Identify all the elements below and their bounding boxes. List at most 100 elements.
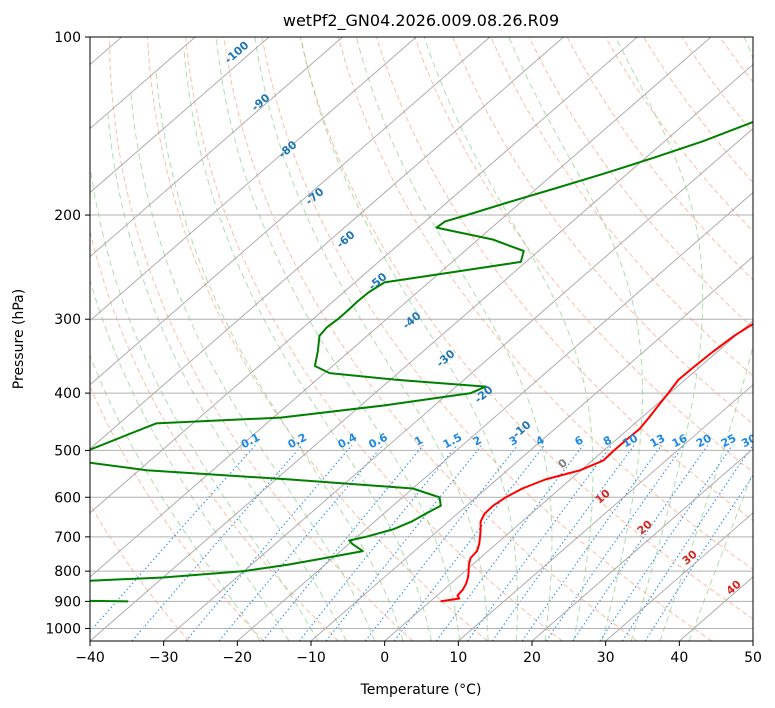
dry-adiabat: [528, 37, 753, 329]
mixing-ratio-label: 0.1: [239, 431, 262, 452]
x-tick-label: 0: [380, 650, 389, 666]
moist-adiabat: [130, 94, 376, 641]
dry-adiabat: [452, 37, 753, 425]
moist-adiabat: [355, 37, 553, 641]
chart-title: wetPf2_GN04.2026.009.08.26.R09: [283, 11, 559, 31]
dry-adiabat: [566, 37, 753, 281]
dry-adiabat: [299, 37, 753, 620]
mixing-ratio-line: [599, 444, 733, 641]
x-tick-label: 10: [449, 650, 467, 666]
y-tick-label: 900: [54, 594, 81, 610]
mixing-ratio-line: [644, 474, 753, 641]
x-tick-label: −30: [149, 650, 179, 666]
y-tick-label: 600: [54, 490, 81, 506]
isotherm-label: 0: [556, 456, 571, 471]
x-tick-label: −10: [296, 650, 326, 666]
moist-adiabat: [90, 161, 319, 641]
mixing-ratio-line: [325, 444, 483, 641]
mixing-ratio-label: 2: [471, 433, 484, 448]
plot-frame: [89, 36, 754, 642]
isotherm: [90, 37, 196, 130]
dry-adiabat: [147, 37, 488, 641]
isotherm: [237, 191, 753, 641]
dry-adiabat: [719, 37, 753, 83]
mixing-ratio-label: 25: [719, 432, 739, 451]
mixing-ratio-line: [262, 444, 424, 641]
y-tick-label: 100: [54, 30, 81, 46]
dewpoint-profile: [90, 120, 753, 603]
x-axis-ticks: −40 −30 −20 −10 0 10 20 30 40 50: [75, 641, 762, 666]
isotherm-label: 20: [635, 517, 655, 537]
sounding-profiles: [90, 120, 753, 603]
isotherm: [384, 320, 753, 641]
dry-adiabat: [758, 37, 775, 641]
y-axis-label: Pressure (hPa): [11, 289, 27, 389]
mixing-ratio-line: [185, 444, 353, 641]
isotherm-label: -100: [222, 38, 252, 66]
x-tick-label: 30: [597, 650, 615, 666]
isotherm: [90, 37, 638, 514]
dry-adiabat: [414, 37, 753, 473]
moist-adiabat: [300, 37, 518, 641]
mixing-ratio-line: [521, 444, 663, 641]
mixing-ratio-line: [218, 444, 384, 641]
moist-adiabat: [155, 72, 404, 641]
mixing-ratio-line: [621, 444, 753, 641]
y-tick-label: 1000: [45, 621, 81, 637]
isotherm-label: -70: [303, 185, 327, 208]
mixing-ratio-label: 0.6: [366, 431, 390, 452]
y-tick-label: 400: [54, 386, 81, 402]
moist-adiabat: [614, 37, 704, 641]
isotherm: [90, 37, 270, 194]
moist-adiabat: [508, 37, 643, 641]
x-tick-label: −20: [223, 650, 253, 666]
mixing-ratio-label: 36: [760, 431, 775, 450]
x-axis-label: Temperature (°C): [360, 682, 482, 698]
dry-adiabat: [261, 37, 712, 641]
y-axis-ticks: 100 200 300 400 500 600 700 800 900 1000: [45, 30, 90, 637]
moist-adiabat: [423, 37, 594, 641]
isotherm: [90, 63, 753, 641]
y-tick-label: 500: [54, 443, 81, 459]
isotherm: [163, 127, 753, 641]
mixing-ratio-label: 8: [601, 433, 614, 448]
isotherm: [90, 37, 564, 450]
dry-adiabat: [90, 385, 264, 641]
mixing-ratio-label: 0.4: [336, 430, 360, 451]
isotherm: [90, 37, 417, 322]
dry-adiabat: [337, 37, 753, 571]
isotherm-label: 10: [593, 486, 613, 506]
mixing-ratio-lines: [90, 444, 753, 641]
y-tick-label: 700: [54, 530, 81, 546]
y-tick-label: 800: [54, 564, 81, 580]
mixing-ratio-line: [572, 444, 709, 641]
mixing-ratio-line: [467, 444, 612, 641]
isotherm: [605, 512, 753, 641]
moist-adiabat: [254, 37, 489, 641]
moist-adiabat: [90, 278, 290, 641]
x-tick-label: 50: [744, 650, 762, 666]
mixing-ratio-label: 10: [620, 431, 640, 450]
temperature-profile: [440, 322, 753, 603]
dry-adiabat: [108, 37, 414, 641]
isotherm: [752, 640, 753, 641]
moist-adiabat: [688, 470, 753, 641]
isotherm-label: -50: [366, 270, 390, 293]
isotherm-label: -90: [249, 91, 273, 114]
mixing-ratio-label: 13: [648, 432, 668, 451]
moist-adiabat: [183, 49, 432, 641]
isotherm: [458, 384, 753, 641]
mixing-ratio-label: 1.5: [441, 431, 464, 452]
mixing-ratio-line: [491, 444, 635, 641]
isotherm-label: -40: [400, 309, 424, 332]
dry-adiabat: [90, 229, 339, 641]
mixing-ratio-label: 20: [694, 431, 714, 450]
isotherm: [90, 37, 491, 386]
plot-area: -100-90-80-70-60-50-40-30-20-10010203040…: [90, 37, 775, 641]
isotherm: [531, 448, 753, 641]
moist-adiabat: [107, 114, 347, 641]
mixing-ratio-line: [131, 444, 303, 641]
mixing-ratio-label: 16: [670, 431, 690, 450]
mixing-ratio-line: [364, 444, 519, 641]
dry-adiabat: [490, 37, 753, 377]
